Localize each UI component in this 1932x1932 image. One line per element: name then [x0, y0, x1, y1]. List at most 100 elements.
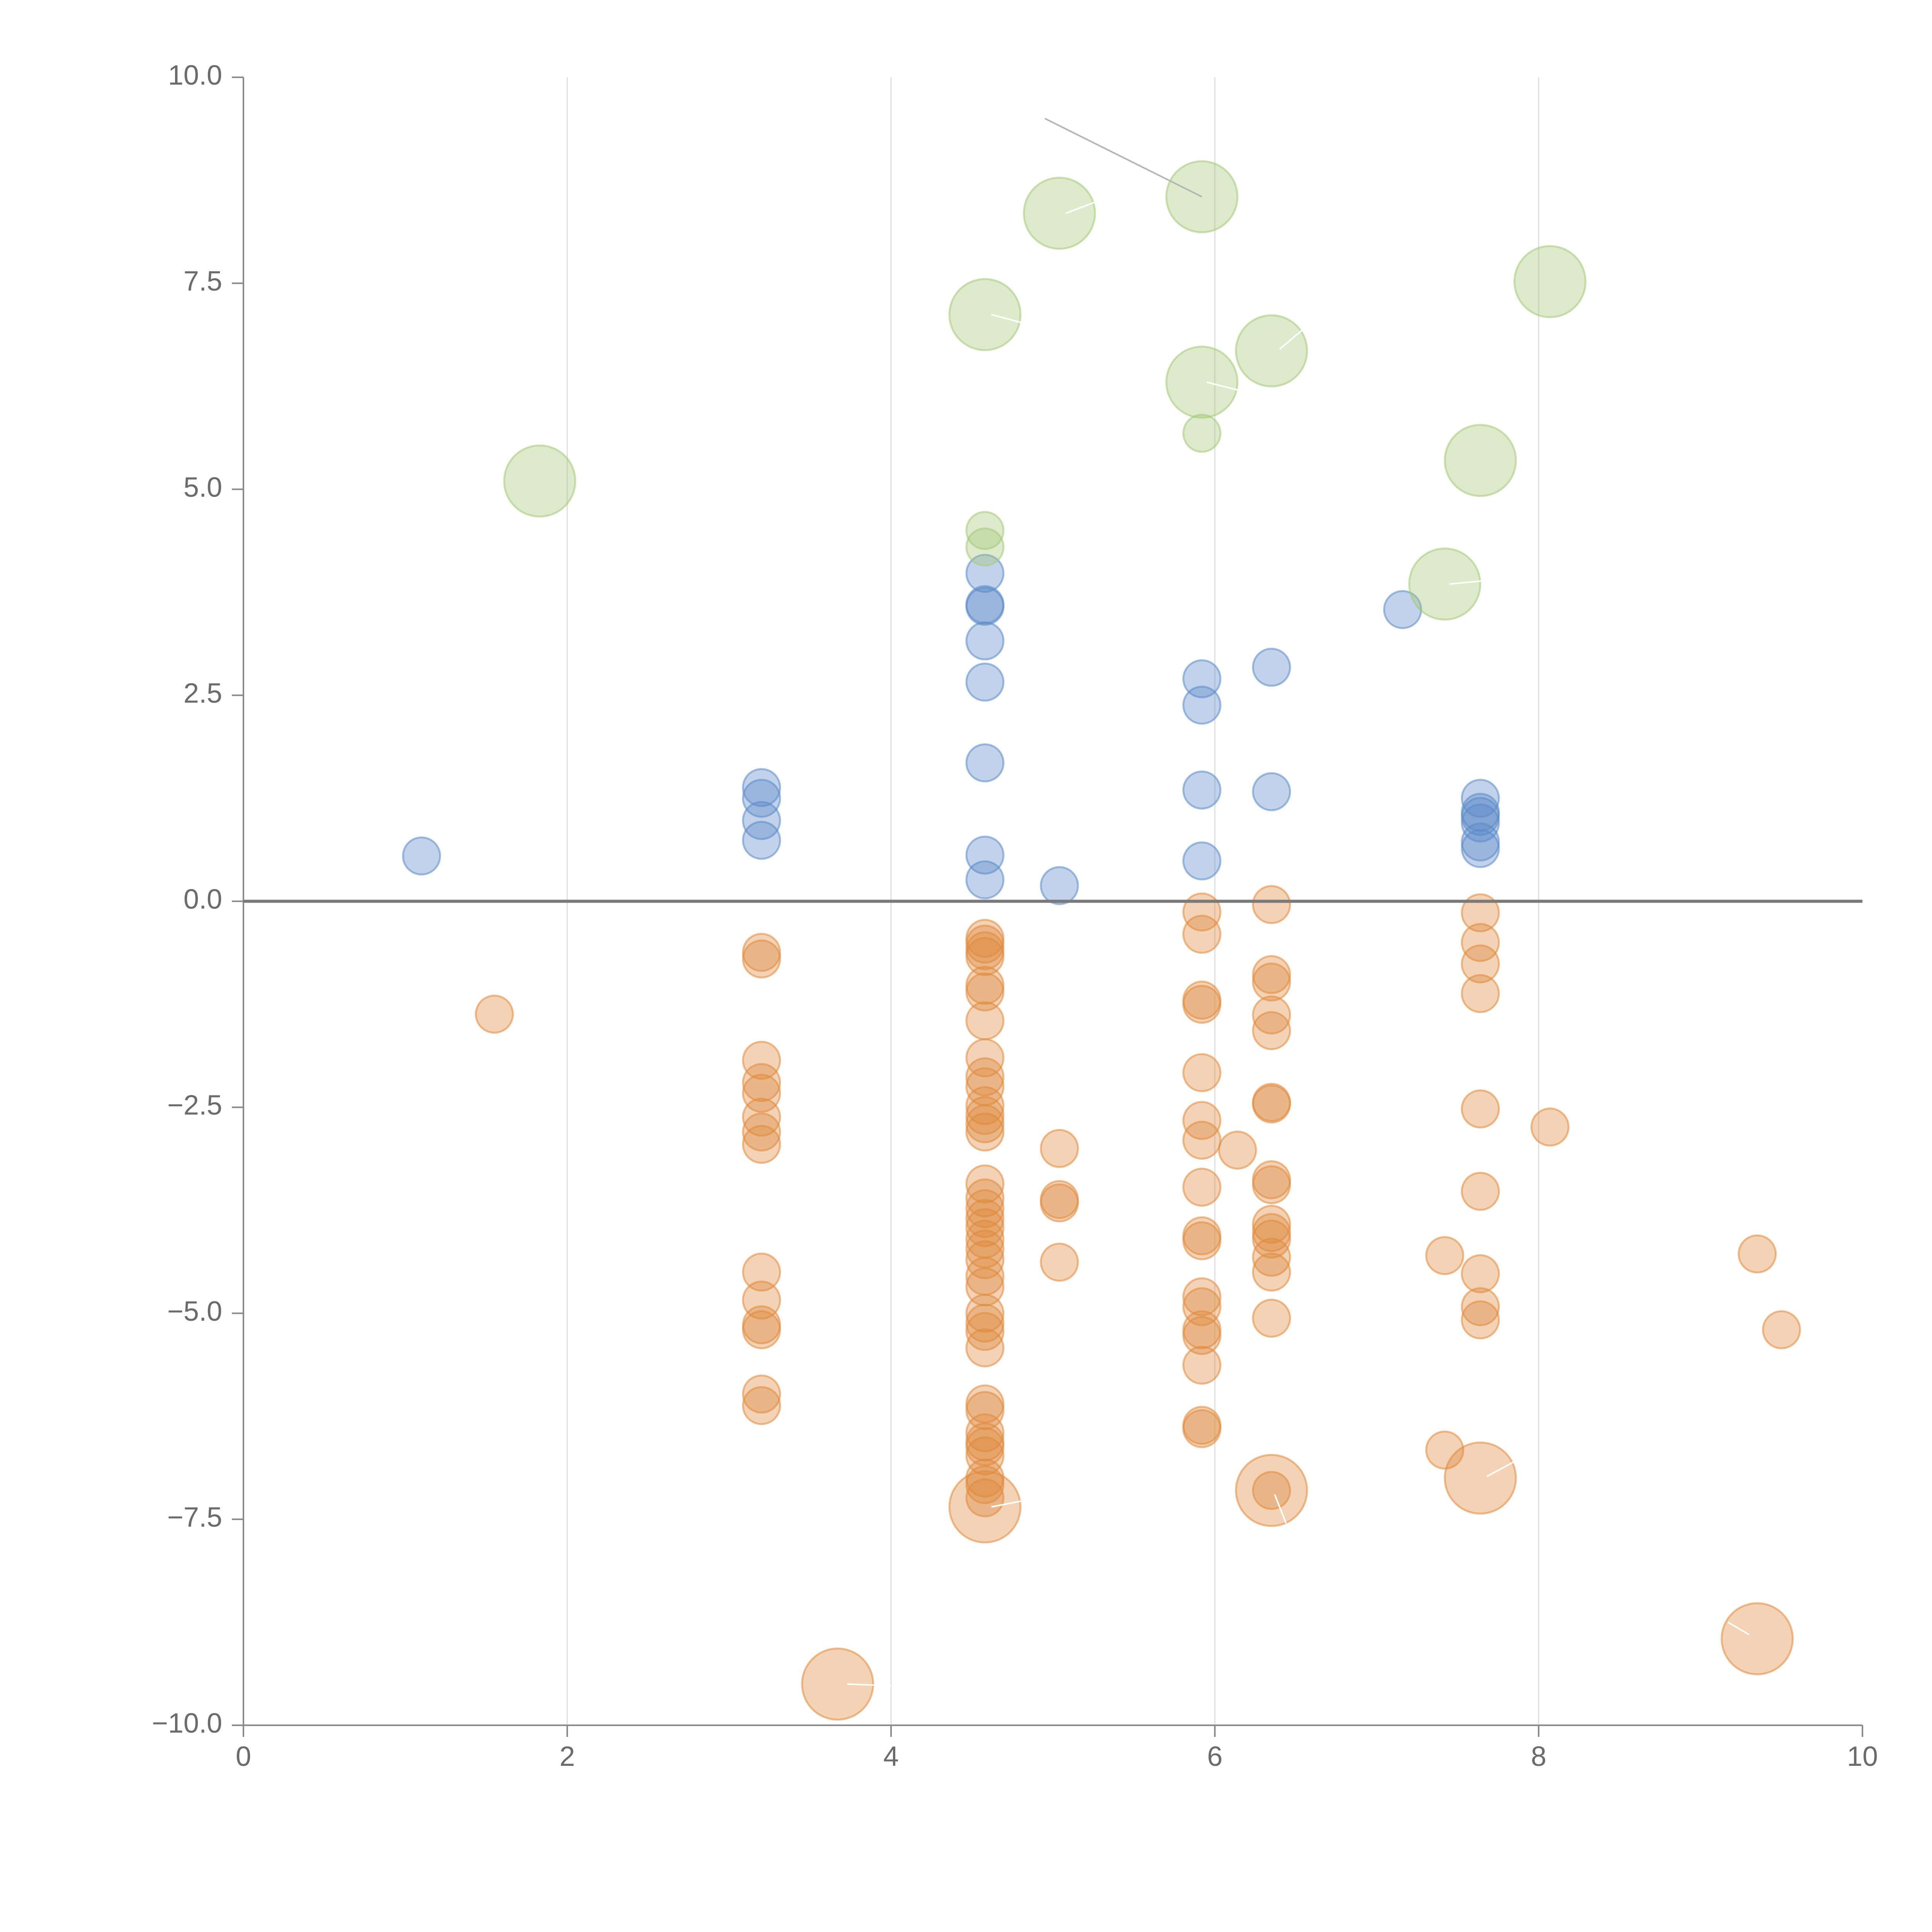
data-point-negative	[965, 1208, 1005, 1247]
data-point-negative	[1461, 944, 1500, 984]
data-point-negative-large	[1235, 1454, 1308, 1527]
data-point-negative	[1461, 974, 1500, 1013]
y-tick-label: 10.0	[168, 60, 222, 91]
data-point-negative	[1040, 1129, 1079, 1168]
data-point-negative	[1252, 1165, 1291, 1204]
data-point-negative	[965, 972, 1005, 1012]
y-tick-label: 2.5	[184, 678, 222, 709]
data-point-highlight-large	[1165, 160, 1238, 233]
x-tick-label: 4	[883, 1741, 899, 1772]
data-point-highlight-large	[1235, 314, 1308, 388]
x-tick-label: 8	[1531, 1741, 1546, 1772]
data-point-negative-large	[1721, 1602, 1794, 1675]
data-point-negative	[742, 1310, 781, 1349]
annotation-leader-line	[1486, 1461, 1515, 1477]
data-point-negative	[1252, 1238, 1291, 1277]
data-point-negative	[1252, 995, 1291, 1035]
x-tick-label: 0	[236, 1741, 251, 1772]
annotation-leader-line	[1279, 328, 1304, 350]
data-point-negative	[965, 1312, 1005, 1351]
data-point-highlight-large	[1023, 177, 1096, 250]
data-point-negative	[965, 1112, 1005, 1152]
data-point-negative	[965, 1465, 1005, 1504]
data-point-highlight-large	[1513, 245, 1587, 318]
annotation-leader-line	[1044, 117, 1202, 198]
annotation-leader-line	[991, 1498, 1034, 1508]
data-point-negative	[742, 1252, 781, 1292]
data-point-negative	[1461, 1287, 1500, 1327]
data-point-negative	[742, 1041, 781, 1080]
data-point-negative	[1461, 1089, 1500, 1129]
y-tick-label: 7.5	[184, 266, 222, 297]
data-point-negative	[742, 1374, 781, 1414]
data-point-negative	[1182, 1345, 1221, 1385]
data-point-negative	[965, 1104, 1005, 1143]
data-point-positive	[965, 743, 1005, 782]
data-point-negative	[1461, 923, 1500, 962]
annotation-leader-line	[991, 314, 1029, 325]
x-tick-label: 2	[560, 1741, 575, 1772]
data-point-negative	[965, 1057, 1005, 1097]
y-tick-label: 0.0	[184, 884, 222, 915]
data-point-negative	[965, 1096, 1005, 1135]
data-point-negative	[965, 1413, 1005, 1452]
x-tick-label: 6	[1207, 1741, 1223, 1772]
data-point-negative	[1182, 1287, 1221, 1327]
data-point-positive	[1182, 770, 1221, 810]
data-point-positive	[965, 662, 1005, 702]
data-point-negative	[1182, 985, 1221, 1024]
data-point-negative	[742, 1125, 781, 1164]
data-point-negative	[1040, 1243, 1079, 1282]
data-point-negative	[1461, 893, 1500, 932]
data-point-negative-large	[1444, 1441, 1517, 1515]
data-point-negative	[1182, 1409, 1221, 1448]
data-point-negative	[1252, 885, 1291, 924]
data-point-positive	[965, 860, 1005, 900]
annotation-leader-line	[1274, 1494, 1287, 1524]
data-point-negative	[1461, 1172, 1500, 1211]
data-point-negative-large	[948, 1470, 1022, 1544]
data-point-negative	[1252, 1299, 1291, 1338]
data-point-highlight-large	[503, 444, 577, 518]
data-point-positive	[742, 801, 781, 840]
data-point-positive	[965, 587, 1005, 626]
data-point-negative	[1182, 1316, 1221, 1355]
data-point-negative	[742, 1386, 781, 1425]
data-point-positive	[1040, 866, 1079, 905]
data-point-negative	[1252, 1204, 1291, 1244]
data-point-negative	[1738, 1234, 1777, 1274]
data-point-highlight-small	[1182, 413, 1221, 453]
data-point-negative	[1252, 962, 1291, 1002]
y-tick-label: 5.0	[184, 472, 222, 503]
data-point-negative	[1182, 1167, 1221, 1207]
annotation-leader-line	[1728, 1621, 1750, 1636]
data-point-positive	[742, 768, 781, 807]
data-point-negative	[1530, 1107, 1570, 1147]
points-layer	[402, 160, 1801, 1721]
data-point-negative	[965, 1001, 1005, 1041]
data-point-negative	[965, 1240, 1005, 1279]
data-point-negative	[1040, 1183, 1079, 1223]
data-point-highlight-large	[1408, 547, 1481, 621]
data-point-negative	[1425, 1236, 1464, 1275]
annotation-leader-line	[1206, 381, 1240, 391]
data-point-highlight-large	[1444, 424, 1517, 497]
annotation-leader-line	[1065, 200, 1099, 214]
x-tick-label: 10	[1847, 1741, 1878, 1772]
data-point-positive	[1252, 648, 1291, 687]
data-point-positive	[1252, 772, 1291, 811]
data-point-negative	[1182, 1277, 1221, 1316]
data-point-positive	[965, 621, 1005, 661]
axis-layer: 10.0 7.5 5.0 2.5 0.0 −2.5 −5.0 −7.5 −10.0 0 2 4 6 8 10	[152, 60, 1878, 1772]
data-point-negative	[1182, 915, 1221, 954]
annotation-leader-line	[847, 1683, 891, 1687]
data-point-negative-large	[801, 1647, 874, 1721]
data-point-negative	[965, 1436, 1005, 1476]
data-point-negative	[1425, 1430, 1464, 1470]
data-point-negative	[1252, 1084, 1291, 1124]
data-point-positive	[742, 821, 781, 860]
data-point-negative	[965, 1199, 1005, 1238]
data-point-negative	[1461, 1300, 1500, 1340]
data-point-negative	[742, 1097, 781, 1137]
